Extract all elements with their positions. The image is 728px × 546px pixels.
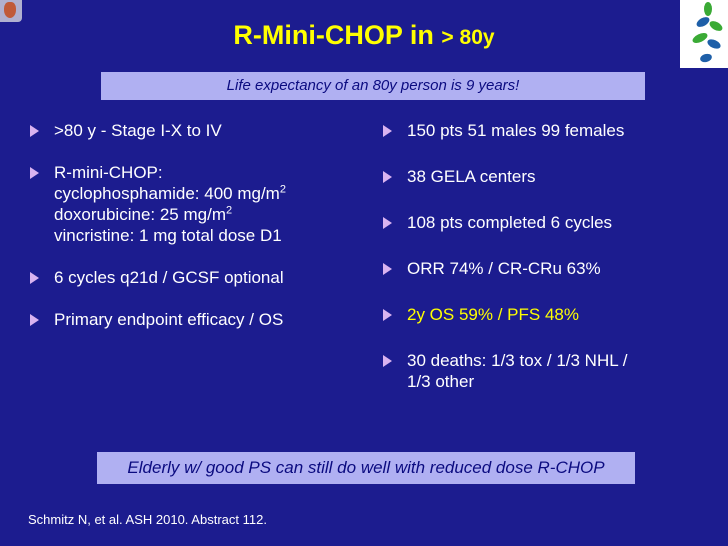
list-item: Primary endpoint efficacy / OS	[28, 309, 358, 330]
institution-logo-icon	[0, 0, 22, 22]
bullet-icon	[383, 217, 392, 229]
title-main: R-Mini-CHOP in	[233, 20, 434, 50]
bullet-icon	[30, 167, 39, 179]
title-suffix: > 80y	[441, 26, 495, 49]
bullet-icon	[383, 355, 392, 367]
bullet-icon	[30, 272, 39, 284]
bottom-banner: Elderly w/ good PS can still do well wit…	[97, 452, 635, 484]
left-bullet-list: >80 y - Stage I-X to IV R-mini-CHOP: cyc…	[28, 120, 358, 330]
list-item: 6 cycles q21d / GCSF optional	[28, 267, 358, 288]
bullet-icon	[30, 125, 39, 137]
bullet-icon	[383, 263, 392, 275]
list-item-highlight: 2y OS 59% / PFS 48%	[381, 304, 681, 325]
list-item: 30 deaths: 1/3 tox / 1/3 NHL / 1/3 other	[381, 350, 681, 392]
bullet-icon	[383, 171, 392, 183]
slide-title: R-Mini-CHOP in > 80y	[0, 20, 728, 51]
list-item: >80 y - Stage I-X to IV	[28, 120, 358, 141]
list-item: 108 pts completed 6 cycles	[381, 212, 681, 233]
list-item: ORR 74% / CR-CRu 63%	[381, 258, 681, 279]
list-item: 150 pts 51 males 99 females	[381, 120, 681, 141]
citation: Schmitz N, et al. ASH 2010. Abstract 112…	[28, 512, 267, 527]
bullet-icon	[383, 125, 392, 137]
top-banner: Life expectancy of an 80y person is 9 ye…	[101, 72, 645, 100]
bullet-icon	[383, 309, 392, 321]
list-item: R-mini-CHOP: cyclophosphamide: 400 mg/m2…	[28, 162, 358, 246]
list-item: 38 GELA centers	[381, 166, 681, 187]
right-bullet-list: 150 pts 51 males 99 females 38 GELA cent…	[381, 120, 681, 392]
leaf-logo-icon	[680, 0, 728, 68]
bullet-icon	[30, 314, 39, 326]
